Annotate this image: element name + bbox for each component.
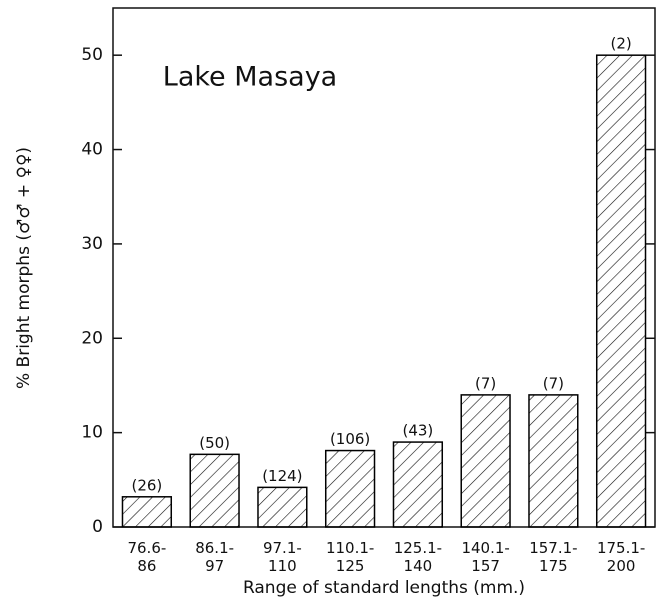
x-tick-label: 175.1-200 <box>597 539 645 575</box>
bar-label: (7) <box>475 374 496 392</box>
bar-label: (124) <box>262 467 302 485</box>
plot-frame <box>112 7 656 528</box>
x-tick-label: 97.1-110 <box>263 539 302 575</box>
bar <box>324 449 376 528</box>
x-tick-label: 110.1-125 <box>326 539 374 575</box>
bar <box>460 394 511 528</box>
x-tick-label: 125.1-140 <box>394 539 442 575</box>
bar-label: (26) <box>131 476 162 494</box>
y-tick-label: 50 <box>81 45 103 65</box>
y-axis-label: % Bright morphs (♂♂ + ♀♀) <box>14 147 34 389</box>
y-tick-label: 40 <box>81 140 103 160</box>
y-tick-label: 20 <box>81 328 103 348</box>
x-tick-label: 140.1-157 <box>461 539 509 575</box>
bar-label: (7) <box>543 374 564 392</box>
x-tick-label: 86.1-97 <box>195 539 234 575</box>
bar <box>121 496 173 528</box>
chart-title: Lake Masaya <box>163 62 337 93</box>
bar-label: (43) <box>402 422 433 440</box>
y-tick-label: 0 <box>92 517 103 537</box>
bar-label: (106) <box>330 430 370 448</box>
y-tick-label: 30 <box>81 234 103 254</box>
bar-label: (50) <box>199 434 230 452</box>
bar-label: (2) <box>611 35 632 53</box>
bar <box>257 486 308 528</box>
bar <box>528 394 579 528</box>
bar <box>595 54 647 528</box>
x-axis-label: Range of standard lengths (mm.) <box>243 578 525 598</box>
bar <box>189 453 240 528</box>
y-tick-label: 10 <box>81 423 103 443</box>
bar <box>392 441 444 528</box>
x-tick-label: 157.1-175 <box>529 539 577 575</box>
x-tick-label: 76.6-86 <box>127 539 166 575</box>
